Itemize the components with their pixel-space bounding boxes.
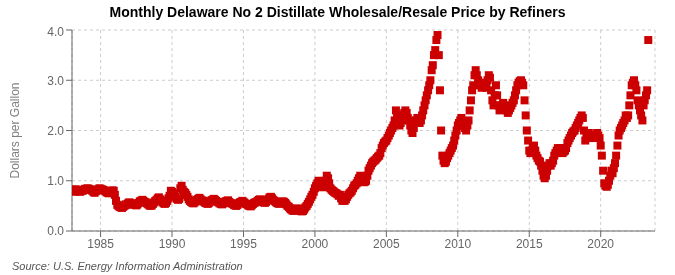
svg-text:1.0: 1.0 (47, 174, 64, 188)
svg-text:Dollars per Gallon: Dollars per Gallon (8, 82, 22, 178)
html-text:Monthly Delaware No 2 Distilla: Monthly Delaware No 2 Distillate Wholesa… (109, 4, 566, 20)
svg-text:1995: 1995 (230, 237, 257, 251)
svg-text:4.0: 4.0 (47, 25, 64, 39)
svg-text:2005: 2005 (373, 237, 400, 251)
svg-text:2015: 2015 (516, 237, 543, 251)
svg-text:1985: 1985 (87, 237, 114, 251)
svg-text:0.0: 0.0 (47, 224, 64, 238)
svg-text:3.0: 3.0 (47, 74, 64, 88)
svg-text:1990: 1990 (159, 237, 186, 251)
svg-text:2000: 2000 (302, 237, 329, 251)
svg-text:2010: 2010 (444, 237, 471, 251)
svg-text:2.0: 2.0 (47, 124, 64, 138)
svg-text:2020: 2020 (587, 237, 614, 251)
html-text:Source: U.S. Energy Informatio: Source: U.S. Energy Information Administ… (12, 260, 243, 272)
